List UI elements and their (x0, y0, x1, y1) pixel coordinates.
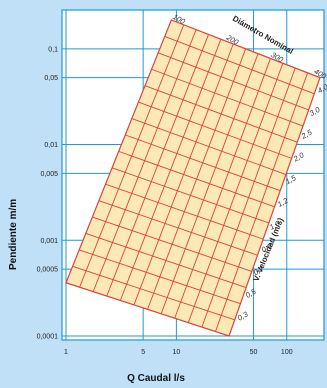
y-tick-label: 0,05 (44, 75, 58, 82)
x-tick-label: 1 (64, 349, 68, 356)
x-tick-label: 10 (172, 349, 180, 356)
y-tick-label: 0,005 (40, 171, 58, 178)
x-tick-label: 50 (250, 349, 258, 356)
y-tick-labels: 0,1 0,05 0,01 0,005 0,001 0,0005 0,0001 (37, 46, 59, 340)
y-tick-label: 0,001 (40, 238, 58, 245)
y-tick-label: 0,01 (44, 142, 58, 149)
velocity-line (98, 200, 258, 256)
y-tick-label: 0,0001 (37, 334, 59, 341)
velocity-line (158, 52, 309, 111)
x-tick-label: 100 (281, 349, 293, 356)
y-tick-label: 0,0005 (37, 267, 59, 274)
velocity-line (111, 167, 269, 224)
y-tick-label: 0,1 (48, 46, 58, 53)
velocity-line (92, 216, 252, 272)
velocity-line (79, 249, 241, 305)
velocity-line (164, 36, 315, 95)
nomogram-band (65, 19, 321, 337)
x-tick-labels: 1 5 10 50 100 (64, 349, 293, 356)
velocity-line (151, 68, 304, 127)
velocity-line (85, 233, 247, 288)
velocity-line (138, 101, 292, 159)
velocity-line (144, 85, 298, 143)
velocity-line (131, 118, 287, 175)
velocity-line (105, 183, 264, 240)
x-tick-label: 5 (141, 349, 145, 356)
velocity-line (118, 150, 275, 208)
velocity-line (125, 134, 281, 192)
x-axis-title: Q Caudal l/s (127, 373, 185, 384)
velocity-label: 4,0 (316, 82, 327, 95)
y-axis-title: Pendiente m/m (8, 199, 19, 270)
velocity-line (72, 265, 235, 321)
